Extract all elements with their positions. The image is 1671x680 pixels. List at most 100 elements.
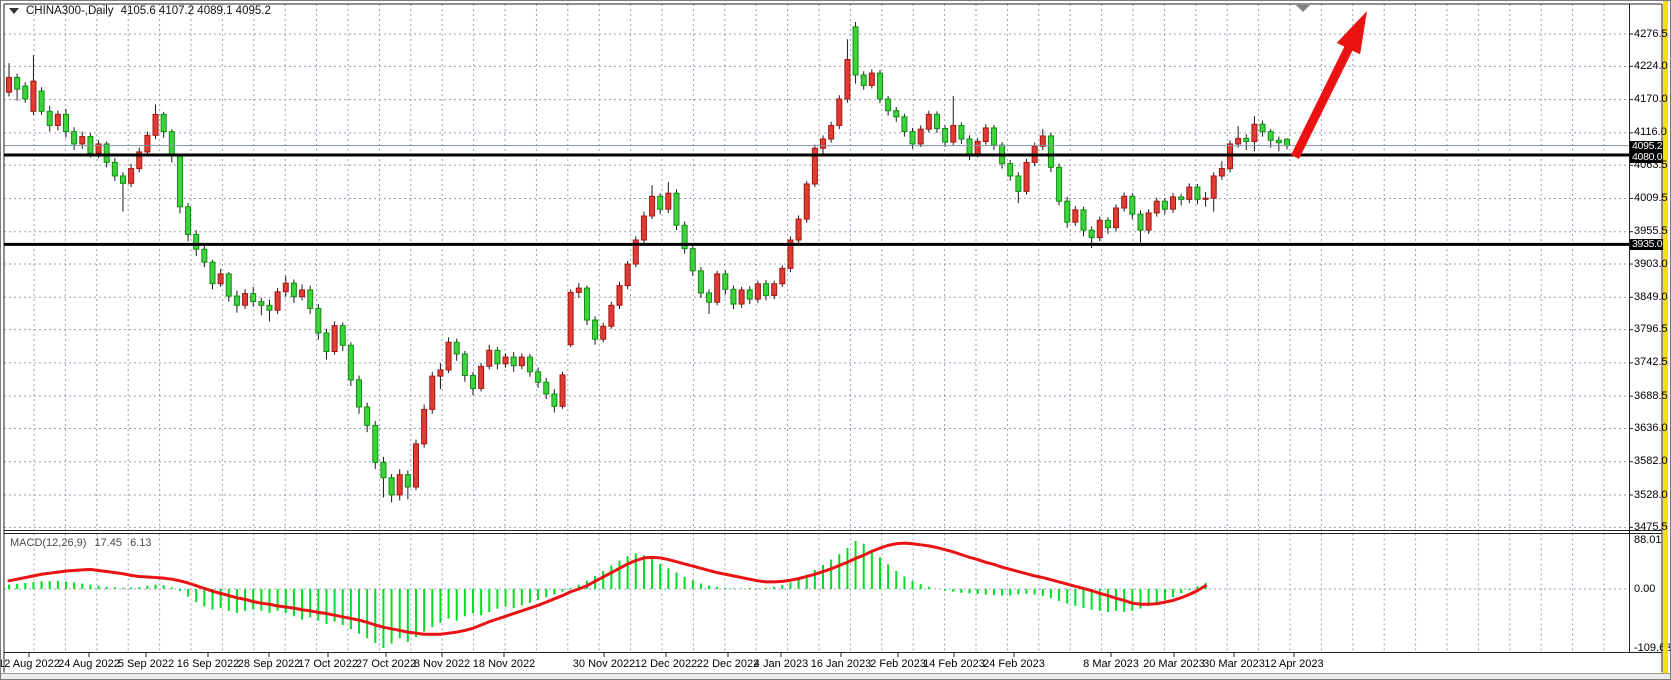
time-tick-label: 12 Aug 2022 (0, 658, 60, 670)
price-tick-label: 3582.0 (1634, 455, 1668, 468)
candle-body (6, 76, 12, 93)
symbol-dropdown-icon[interactable] (9, 8, 19, 14)
candle-body (876, 72, 883, 100)
candle-body (461, 353, 468, 377)
candle-body (1235, 137, 1242, 145)
candle-body (1275, 139, 1282, 144)
candle-body (14, 76, 21, 90)
candle-body (356, 379, 363, 408)
candle-body (754, 283, 761, 300)
candle-body (331, 325, 338, 352)
candle-body (1251, 123, 1258, 142)
candle-body (608, 304, 615, 327)
price-tick-label: 3475.5 (1634, 520, 1668, 533)
macd-indicator-label: MACD(12,26,9) 17.45 6.13 (10, 537, 157, 549)
candle-body (1267, 131, 1274, 141)
candle-body (1064, 200, 1071, 223)
candle-body (95, 143, 102, 154)
candle-body (1194, 186, 1201, 200)
candle-body (103, 143, 110, 163)
candle-body (697, 270, 704, 294)
candle-body (87, 136, 94, 154)
price-tick-label: 4170.0 (1634, 93, 1668, 106)
candle-body (404, 474, 411, 488)
candle-body (559, 374, 566, 407)
candle-body (1080, 209, 1087, 231)
candle-body (1259, 123, 1266, 133)
candle-body (982, 127, 989, 142)
candle-body (421, 408, 428, 445)
candle-body (901, 116, 908, 133)
candle-body (347, 344, 354, 381)
candle-body (62, 113, 69, 133)
candle-body (185, 206, 192, 235)
candle-body (250, 293, 257, 303)
time-tick-label: 2 Feb 2023 (870, 658, 926, 670)
candle-body (1161, 200, 1168, 210)
trend-arrow-shaft[interactable] (1290, 41, 1356, 159)
candle-body (339, 325, 346, 346)
candle-body (714, 273, 721, 303)
candle-body (1007, 163, 1014, 177)
macd-signal-line (7, 541, 1208, 636)
candle-body (1202, 197, 1209, 200)
candle-body (22, 85, 29, 100)
candle-body (233, 295, 240, 306)
candle-body (152, 113, 159, 136)
candle-body (526, 356, 533, 373)
candle-body (1243, 137, 1250, 142)
candles-layer (6, 21, 1290, 503)
candle-body (567, 291, 574, 346)
hline-price-tag-3935: 3935.0 (1630, 238, 1665, 250)
chart-shift-marker-icon[interactable] (1296, 5, 1310, 12)
candle-body (803, 183, 810, 220)
time-tick-label: 20 Mar 2023 (1143, 658, 1205, 670)
price-tick-label: 3528.0 (1634, 488, 1668, 501)
candle-body (413, 443, 419, 488)
price-tick-label: 3688.5 (1634, 389, 1668, 402)
candle-body (388, 477, 395, 496)
candle-body (502, 356, 509, 365)
time-tick-label: 8 Nov 2022 (413, 658, 471, 670)
candle-body (307, 289, 314, 309)
time-tick-label: 17 Oct 2022 (298, 658, 358, 670)
candle-body (632, 239, 639, 265)
candle-body (160, 113, 167, 133)
candle-body (217, 273, 224, 285)
candle-body (282, 282, 289, 293)
candle-body (54, 113, 61, 126)
price-tick-label: 4116.0 (1634, 126, 1667, 139)
candle-body (551, 393, 558, 407)
candle-body (429, 375, 436, 410)
candle-body (811, 147, 818, 185)
window-edge-strip (1663, 1, 1668, 673)
candle-body (364, 406, 371, 426)
price-tick-label: 3903.0 (1634, 257, 1668, 270)
chart-title-ohlc: 4105.6 4107.2 4089.1 4095.2 (120, 5, 271, 17)
time-tick-label: 8 Mar 2023 (1083, 658, 1139, 670)
candle-body (209, 261, 216, 285)
candle-body (681, 224, 688, 250)
time-tick-label: 12 Apr 2023 (1264, 658, 1324, 670)
candle-body (1015, 175, 1022, 192)
candle-body (225, 273, 232, 297)
trend-arrow-head[interactable] (1336, 11, 1367, 55)
candle-body (950, 124, 957, 143)
candle-body (168, 131, 175, 157)
time-tick-label: 18 Nov 2022 (472, 658, 536, 670)
candle-body (771, 283, 778, 296)
candle-body (128, 168, 135, 184)
candle-body (1210, 175, 1217, 199)
candle-body (689, 248, 696, 272)
candle-body (730, 288, 737, 305)
candle-body (575, 287, 582, 293)
candle-body (258, 301, 265, 306)
candle-body (893, 110, 900, 118)
candle-body (290, 282, 297, 298)
candle-body (1218, 168, 1225, 177)
candle-body (722, 273, 729, 290)
time-tick-label: 16 Sep 2022 (176, 658, 240, 670)
candle-body (583, 287, 590, 321)
